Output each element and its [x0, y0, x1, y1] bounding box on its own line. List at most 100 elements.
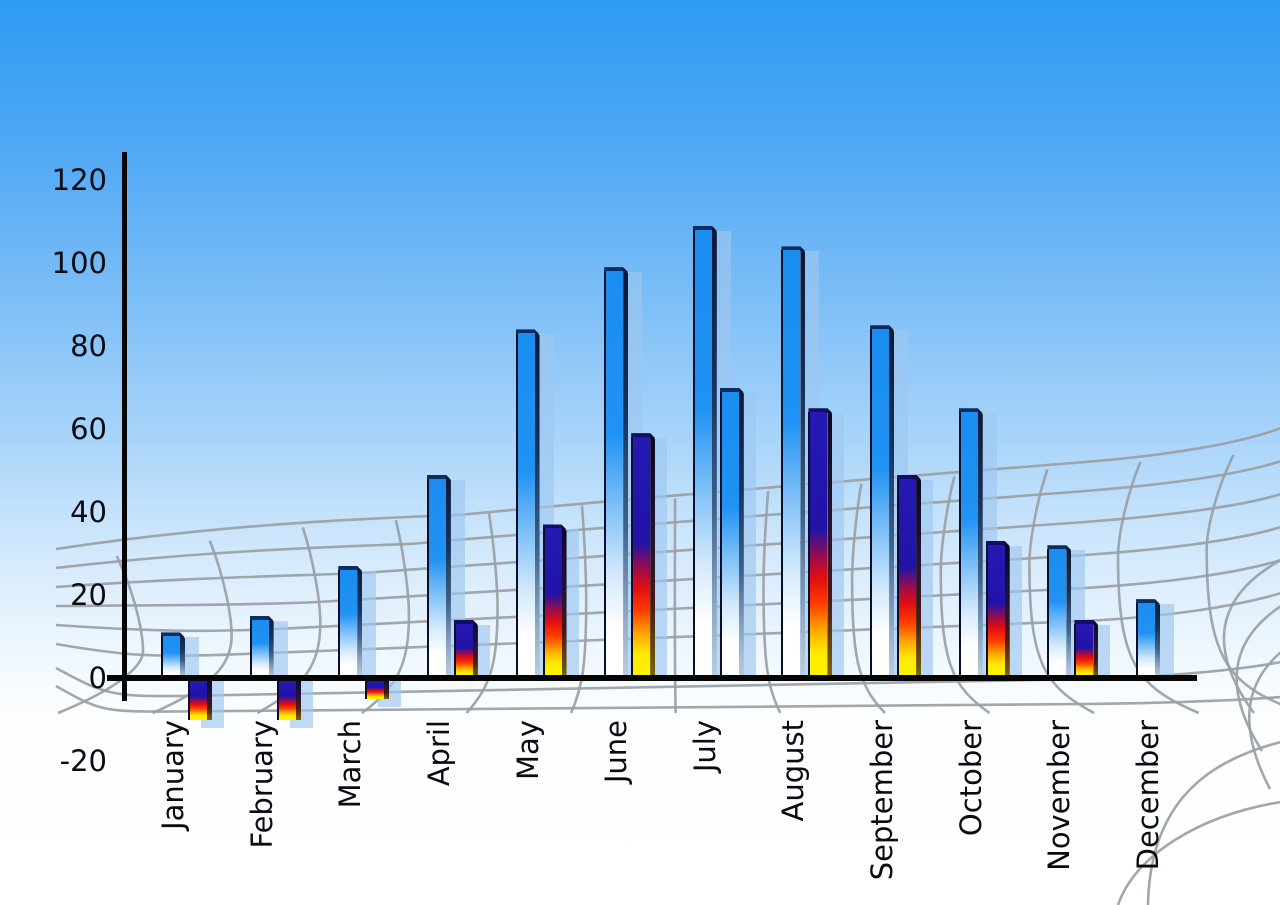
grid-line [55, 426, 1280, 551]
bar-face [604, 271, 624, 678]
bar-top-cap [542, 524, 567, 530]
bar-side-edge [800, 247, 806, 678]
bar-december-primary [1136, 599, 1161, 678]
bar-face [692, 229, 712, 678]
bar-face [188, 678, 207, 720]
grid-line [569, 505, 588, 714]
bar-top-cap [870, 325, 895, 331]
x-axis-label-march: March [333, 720, 368, 809]
bar-top-cap [1136, 599, 1161, 605]
bar-july-primary [692, 225, 717, 678]
bar-side-edge [889, 326, 895, 678]
bar-side-edge [738, 388, 744, 678]
bar-september-primary [870, 325, 895, 678]
bar-face [161, 636, 180, 678]
grid-line [1222, 559, 1280, 714]
bar-side-edge [357, 566, 363, 678]
bar-face [276, 678, 296, 720]
grid-line [1116, 461, 1200, 715]
bar-top-cap [453, 619, 478, 625]
bar-side-edge [561, 525, 567, 678]
y-axis-label-40: 40 [70, 495, 107, 529]
grid-line [1146, 740, 1280, 905]
bar-top-cap [1074, 619, 1099, 625]
grid-line [55, 525, 1280, 608]
bar-side-edge [650, 434, 656, 678]
bar-side-edge [472, 620, 478, 678]
bar-face [897, 478, 917, 678]
bar-face [365, 678, 385, 699]
y-axis-line [122, 152, 127, 701]
grid-line [939, 476, 991, 715]
bar-side-edge [1066, 546, 1072, 678]
grid-line [465, 512, 499, 714]
bar-march-secondary [365, 678, 390, 699]
bar-face [542, 528, 562, 678]
bar-side-edge [534, 330, 540, 678]
bar-side-edge [445, 475, 451, 678]
bar-face [338, 569, 358, 678]
bar-october-secondary [985, 541, 1010, 678]
grid-line [55, 558, 1280, 633]
bar-top-cap [808, 408, 833, 414]
x-axis-label-may: May [510, 720, 545, 780]
bar-side-edge [384, 678, 390, 699]
bar-face [958, 412, 978, 678]
bar-top-cap [692, 225, 717, 231]
x-axis-label-october: October [953, 720, 988, 837]
bar-top-cap [604, 267, 629, 273]
bar-january-primary [161, 632, 185, 678]
grid-line [55, 492, 1280, 589]
bar-top-cap [631, 433, 656, 439]
bar-face [1047, 549, 1067, 678]
bar-side-edge [268, 616, 274, 678]
bar-top-cap [515, 329, 540, 335]
y-axis-label-80: 80 [70, 329, 107, 363]
bar-face [249, 619, 269, 678]
bar-july-secondary [719, 387, 744, 678]
bar-october-primary [958, 408, 983, 678]
x-axis-line [107, 675, 1197, 681]
bar-january-secondary [188, 678, 212, 720]
y-axis-label-60: 60 [70, 412, 107, 446]
bar-top-cap [897, 474, 922, 480]
bar-february-primary [249, 615, 274, 678]
bar-side-edge [1155, 600, 1161, 678]
x-axis-label-february: February [244, 720, 279, 849]
grid-line [762, 491, 782, 714]
bar-side-edge [711, 226, 717, 678]
bar-top-cap [249, 615, 274, 621]
bar-side-edge [180, 633, 185, 678]
grid-line [673, 498, 678, 714]
bar-june-secondary [631, 433, 656, 678]
bar-face [631, 437, 651, 678]
bar-side-edge [977, 409, 983, 678]
bar-april-primary [426, 474, 451, 678]
bar-face [808, 412, 828, 678]
bar-face [453, 623, 473, 678]
grid-line [1247, 651, 1280, 790]
bar-september-secondary [897, 474, 922, 678]
y-axis-label-100: 100 [51, 246, 107, 280]
x-axis-label-september: September [865, 720, 900, 881]
grid-line [1028, 468, 1095, 715]
bar-face [1074, 623, 1094, 678]
bar-face [515, 333, 535, 678]
bar-side-edge [1093, 620, 1099, 678]
bar-may-secondary [542, 524, 567, 678]
x-axis-label-august: August [776, 720, 811, 822]
x-axis-label-november: November [1042, 720, 1077, 871]
bar-march-primary [338, 565, 363, 678]
bar-top-cap [161, 632, 185, 638]
bar-november-primary [1047, 545, 1072, 678]
y-axis-label--20: -20 [59, 744, 107, 778]
x-axis-label-july: July [687, 720, 722, 773]
bar-face [426, 478, 446, 678]
grid-line [55, 684, 1280, 713]
bar-side-edge [1004, 542, 1010, 678]
bar-top-cap [985, 541, 1010, 547]
bar-side-edge [827, 409, 833, 678]
bar-face [870, 329, 890, 678]
grid-line [57, 555, 145, 715]
